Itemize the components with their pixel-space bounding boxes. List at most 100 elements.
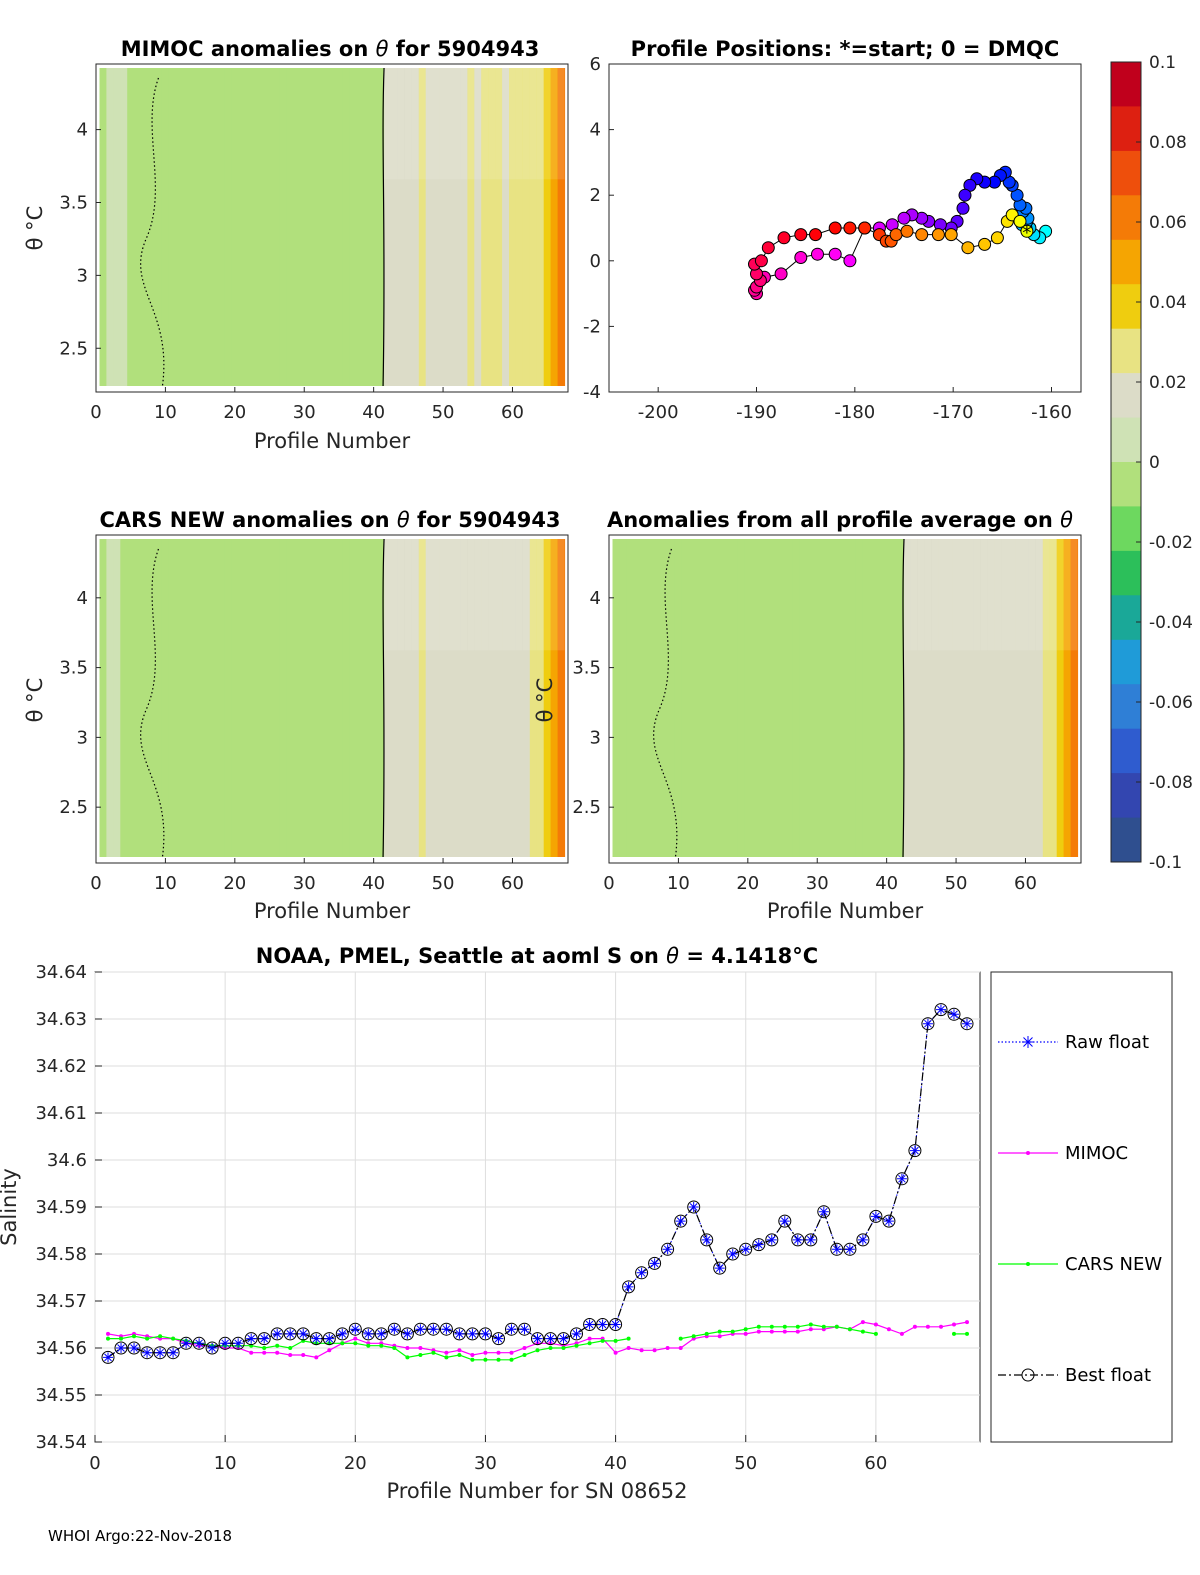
legend-marker [1021,1368,1035,1382]
cars-ticks: 0 10 20 30 40 50 60 2.5 3 3.5 4 [59,588,524,894]
colorbar-swatch [1111,639,1141,685]
heatmap-column [106,539,114,857]
heatmap-column [488,68,496,386]
cars-point [691,1334,696,1339]
x-tick-label: 20 [223,402,246,423]
mimoc-point [470,1353,475,1357]
mimoc-point [613,1350,618,1355]
heatmap-band [474,539,482,651]
heatmap-column [384,68,392,386]
best-float-point [531,1332,544,1346]
best-float-point [869,1209,883,1223]
raw-float-point [233,1338,244,1349]
cars-point [106,1336,110,1341]
heatmap-column [820,539,829,857]
heatmap-band [1015,539,1022,651]
heatmap-column [161,68,170,386]
heatmap-band [1070,539,1078,651]
mimoc-ticks: 0 10 20 30 40 50 60 2.5 3 3.5 4 [59,120,524,423]
colorbar-tick-label: 0.02 [1149,373,1187,393]
x-tick-label: 20 [344,1453,367,1474]
x-tick-label: 10 [667,873,690,894]
cars-point [704,1331,709,1336]
heatmap-band [1008,539,1015,651]
best-float-point [622,1280,636,1294]
heatmap-column [370,539,378,857]
heatmap-band [384,68,391,180]
best-float-point [687,1200,701,1214]
heatmap-band [910,539,918,651]
mimoc-point [665,1346,670,1350]
best-float-point [452,1327,466,1341]
heatmap-column [509,68,517,386]
best-float-point [270,1327,284,1341]
best-float-point [817,1205,831,1219]
heatmap-column [439,68,448,386]
x-tick-label: 10 [154,873,177,894]
heatmap-column [127,68,135,386]
colorbar-swatch [1111,462,1141,507]
raw-float-point [623,1281,634,1292]
avg-panel: 0 10 20 30 40 50 60 2.5 3 3.5 4 Anomalies from all… [533,508,1082,923]
mimoc-point [860,1320,865,1325]
raw-float-point [675,1216,686,1227]
heatmap-column [515,539,524,857]
heatmap-band [543,68,551,180]
heatmap-band [952,539,960,651]
cars-point [756,1324,761,1329]
best-float-point [921,1017,935,1031]
heatmap-column [404,539,413,857]
heatmap-column [980,539,988,857]
cars-point [782,1324,787,1329]
colorbar-swatch [1111,595,1141,641]
heatmap-band [550,539,558,651]
profile-marker [794,251,808,264]
cars-point [548,1346,553,1350]
best-float-point [114,1341,128,1355]
heatmap-column [779,539,787,857]
avg-ylabel: θ °C [533,678,557,723]
heatmap-column [1070,539,1079,857]
raw-float-point [818,1206,829,1217]
best-float-point [908,1144,922,1158]
mimoc-point [795,1329,800,1334]
profile-marker [828,247,842,261]
best-float-point [387,1322,401,1336]
heatmap-column [827,539,836,857]
best-float-point [413,1322,427,1336]
mimoc-panel: 0 10 20 30 40 50 60 2.5 3 3.5 4 MIMOC anomalies on… [23,37,569,453]
heatmap-column [959,539,967,857]
cars-point [483,1357,488,1362]
mimoc-point [678,1346,683,1350]
y-tick-label: 34.63 [35,1009,87,1030]
heatmap-band [924,539,932,651]
cars-ylabel: θ °C [23,678,47,723]
cars-heatmap [99,538,566,858]
raw-float-point [324,1333,335,1344]
cars-point [457,1353,462,1357]
y-tick-label: -2 [583,316,601,337]
raw-float-point [688,1202,699,1212]
best-float-point [895,1172,909,1186]
heatmap-band [411,539,419,651]
best-float-point [609,1318,623,1331]
x-tick-label: 60 [501,873,524,894]
heatmap-column [425,68,434,386]
heatmap-column [897,539,905,857]
cars-point [717,1329,722,1334]
raw-float-point [402,1328,413,1339]
heatmap-column [688,539,697,857]
raw-float-point [246,1333,257,1344]
heatmap-band [1063,539,1071,651]
heatmap-band [467,68,475,180]
heatmap-band [391,68,398,180]
heatmap-column [342,539,350,857]
best-float-point [739,1242,753,1256]
legend-label: MIMOC [1065,1143,1128,1164]
heatmap-column [439,539,448,857]
heatmap-column [279,539,288,857]
profile-marker [811,247,824,261]
heatmap-column [300,68,309,386]
heatmap-column [113,539,121,857]
raw-float-point [168,1347,179,1358]
